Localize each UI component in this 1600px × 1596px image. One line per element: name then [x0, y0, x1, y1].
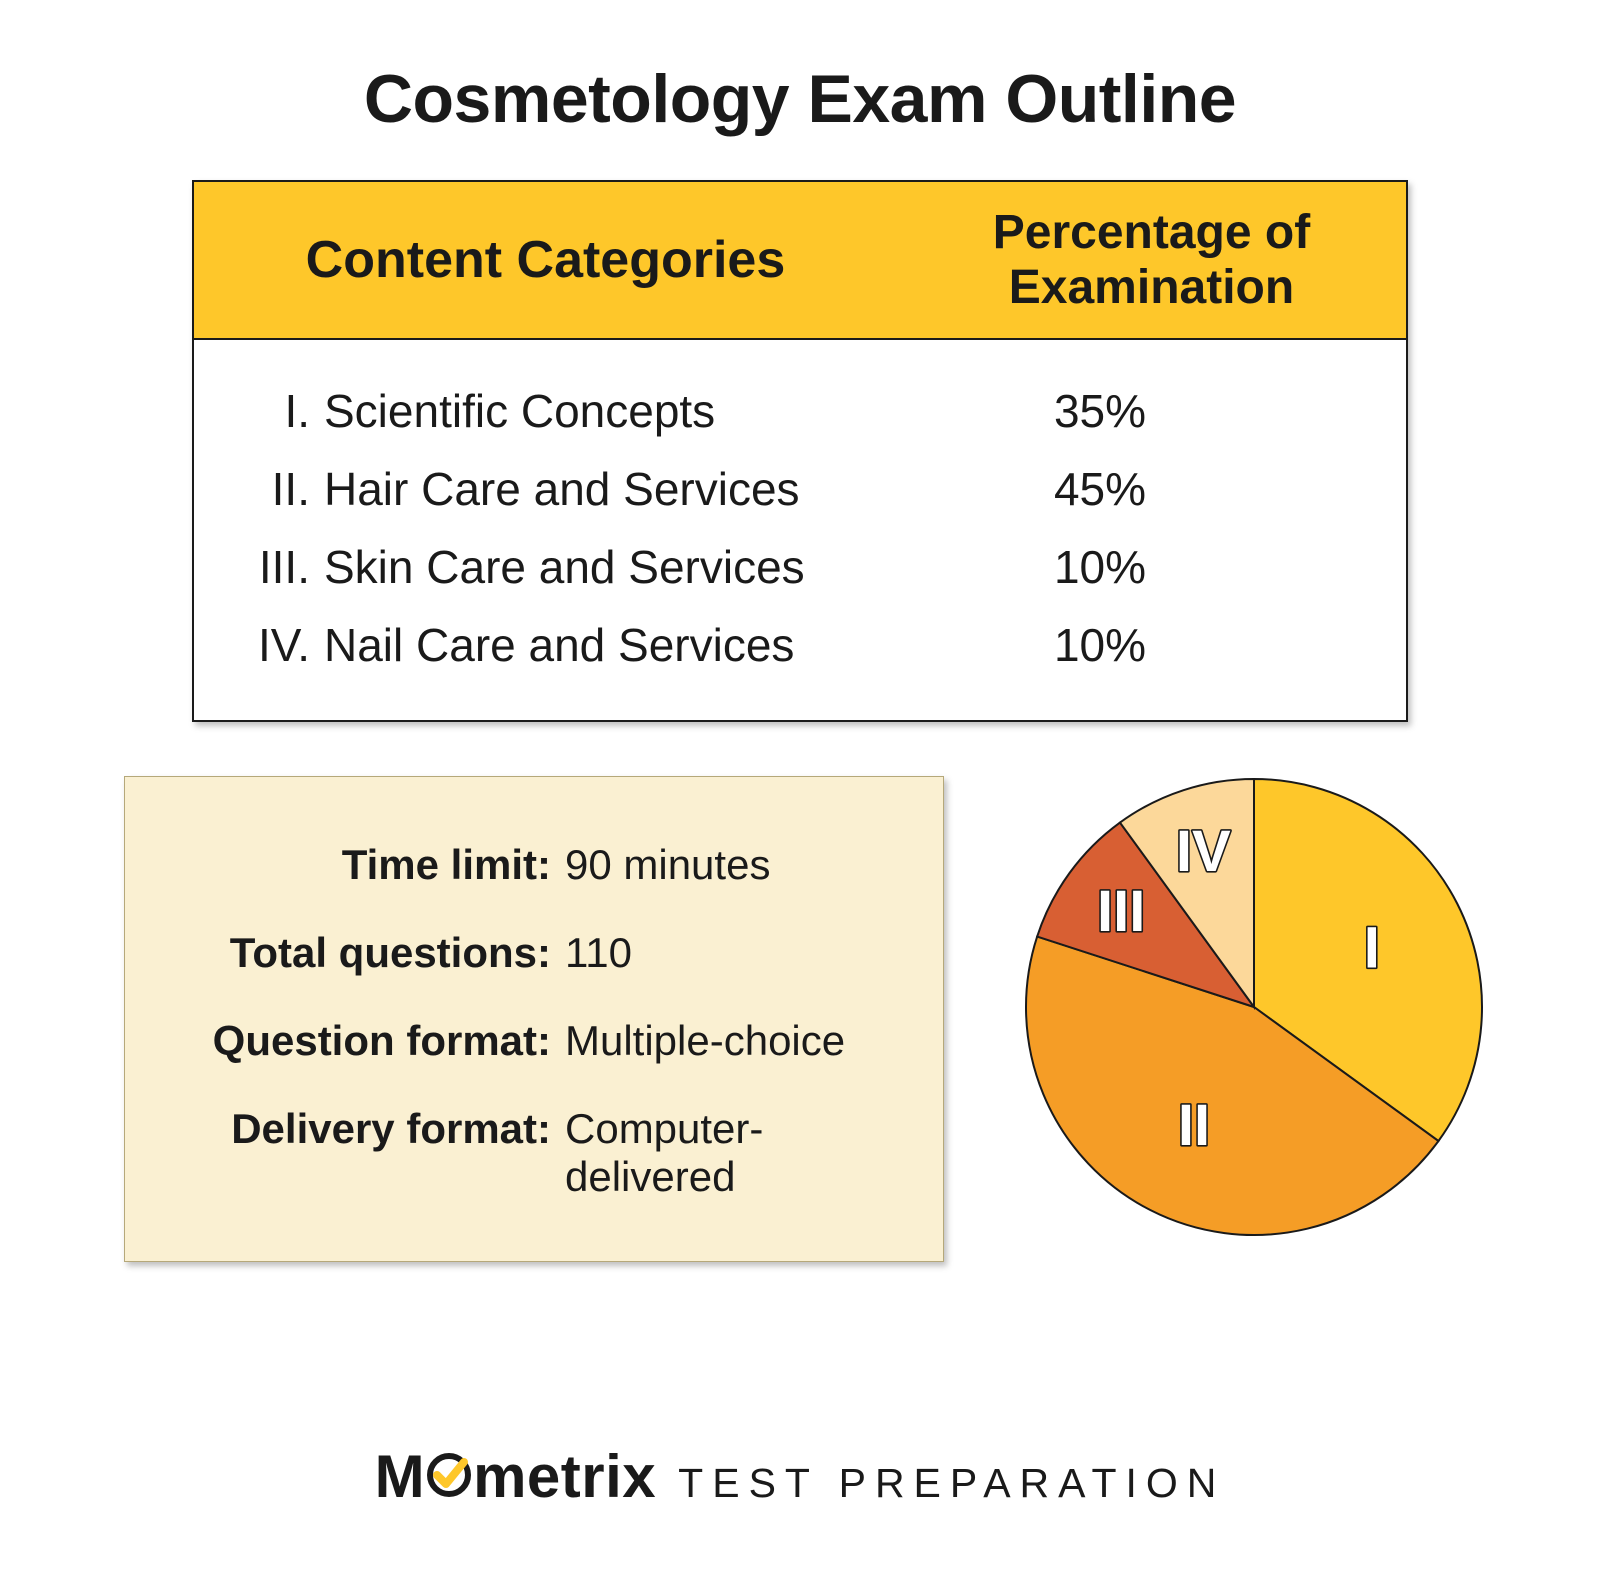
brand-logo: M metrix TEST PREPARATION	[375, 1442, 1226, 1511]
row-label: Scientific Concepts	[324, 384, 884, 438]
info-row: Delivery format:Computer-delivered	[165, 1105, 903, 1201]
row-pct: 45%	[884, 462, 1406, 516]
info-label: Delivery format:	[165, 1105, 565, 1153]
info-label: Question format:	[165, 1017, 565, 1065]
pie-chart: IIIIIIIV	[1004, 772, 1504, 1252]
row-label: Nail Care and Services	[324, 618, 884, 672]
pie-slice-label: II	[1178, 1093, 1210, 1158]
lower-section: Time limit:90 minutesTotal questions:110…	[122, 776, 1478, 1262]
info-label: Total questions:	[165, 929, 565, 977]
footer-brand: M metrix TEST PREPARATION	[0, 1442, 1600, 1511]
table-row: IV.Nail Care and Services10%	[194, 606, 1406, 684]
exam-info-box: Time limit:90 minutesTotal questions:110…	[124, 776, 944, 1262]
brand-check-icon	[427, 1442, 471, 1486]
row-pct: 10%	[884, 540, 1406, 594]
pie-chart-wrap: IIIIIIIV	[984, 776, 1478, 1236]
info-row: Total questions:110	[165, 929, 903, 977]
info-value: Computer-delivered	[565, 1105, 903, 1201]
info-value: 90 minutes	[565, 841, 903, 889]
categories-table: Content Categories Percentage of Examina…	[192, 180, 1408, 722]
row-label: Skin Care and Services	[324, 540, 884, 594]
row-label: Hair Care and Services	[324, 462, 884, 516]
row-num: IV.	[194, 618, 324, 672]
info-row: Time limit:90 minutes	[165, 841, 903, 889]
header-right-line1: Percentage of	[993, 205, 1310, 260]
pie-slice-label: IV	[1176, 819, 1231, 884]
row-num: III.	[194, 540, 324, 594]
table-row: I.Scientific Concepts35%	[194, 372, 1406, 450]
row-pct: 35%	[884, 384, 1406, 438]
main-container: Cosmetology Exam Outline Content Categor…	[122, 30, 1478, 1262]
table-row: III.Skin Care and Services10%	[194, 528, 1406, 606]
row-num: II.	[194, 462, 324, 516]
info-label: Time limit:	[165, 841, 565, 889]
info-value: Multiple-choice	[565, 1017, 903, 1065]
info-value: 110	[565, 929, 903, 977]
table-header: Content Categories Percentage of Examina…	[194, 182, 1406, 340]
info-row: Question format:Multiple-choice	[165, 1017, 903, 1065]
pie-slice-label: III	[1097, 879, 1145, 944]
table-row: II.Hair Care and Services45%	[194, 450, 1406, 528]
page-title: Cosmetology Exam Outline	[122, 60, 1478, 138]
pie-slice-label: I	[1364, 915, 1380, 980]
brand-post: metrix	[473, 1442, 656, 1511]
header-percentage: Percentage of Examination	[897, 182, 1406, 338]
header-right-line2: Examination	[1009, 260, 1294, 315]
brand-sub: TEST PREPARATION	[678, 1460, 1225, 1507]
header-content-categories: Content Categories	[194, 182, 897, 338]
brand-pre: M	[375, 1442, 425, 1511]
table-body: I.Scientific Concepts35%II.Hair Care and…	[194, 340, 1406, 720]
row-num: I.	[194, 384, 324, 438]
row-pct: 10%	[884, 618, 1406, 672]
